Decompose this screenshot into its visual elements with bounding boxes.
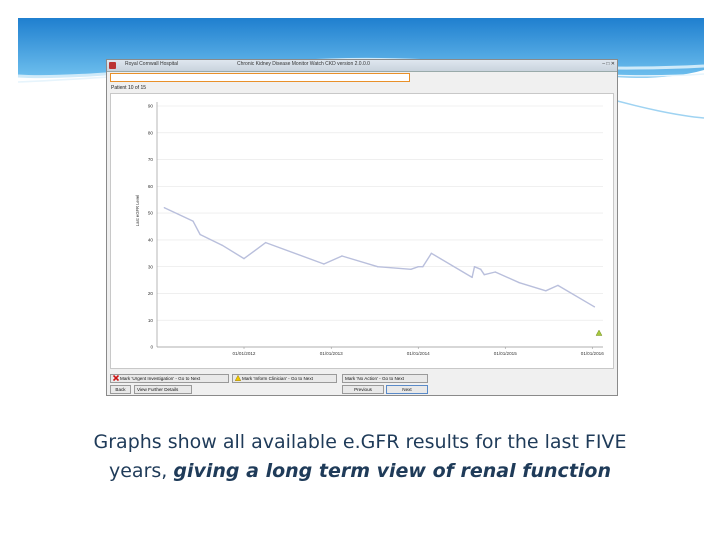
egfr-data-point — [341, 255, 343, 257]
egfr-data-point — [483, 274, 485, 276]
patient-search-input[interactable] — [110, 73, 410, 82]
y-tick-label: 60 — [148, 184, 154, 189]
back-button[interactable]: Back — [110, 385, 131, 394]
mark-inform-label: Mark 'Inform Clinician' - Go to Next — [242, 376, 313, 381]
window-controls[interactable]: – □ ✕ — [602, 61, 615, 67]
x-tick-label: 01/01/2016 — [581, 351, 604, 356]
egfr-data-point — [163, 207, 166, 209]
warning-icon — [595, 329, 603, 336]
egfr-data-point — [221, 244, 223, 246]
action-button-row: Mark 'Urgent Investigation' - Go to Next… — [110, 374, 614, 383]
egfr-data-point — [417, 265, 419, 268]
red-cross-icon — [112, 375, 120, 382]
window-title: Chronic Kidney Disease Monitor Watch CKD… — [237, 61, 370, 67]
egfr-data-point — [471, 276, 473, 279]
warning-icon — [234, 375, 242, 381]
egfr-data-point — [192, 220, 194, 222]
y-axis-label: Last eGFR Level — [135, 195, 140, 226]
mark-inform-button[interactable]: Mark 'Inform Clinician' - Go to Next — [232, 374, 337, 383]
egfr-data-point — [323, 263, 325, 265]
egfr-data-point — [518, 282, 521, 284]
app-icon — [109, 62, 116, 69]
view-details-button[interactable]: View Further Details — [134, 385, 192, 394]
patient-counter: Patient 10 of 15 — [111, 85, 147, 91]
navigation-button-row: Back View Further Details Previous Next — [110, 385, 614, 394]
caption-line-2: years, giving a long term view of renal … — [0, 457, 720, 486]
egfr-chart: 0 10 20 30 40 50 60 70 80 90 01/01/2012 01/01/2013 0… — [110, 93, 614, 369]
egfr-data-point — [422, 265, 424, 268]
hospital-name: Royal Cornwall Hospital — [125, 61, 179, 67]
y-tick-label: 10 — [148, 318, 154, 323]
y-tick-label: 90 — [148, 104, 154, 109]
x-tick-label: 01/01/2015 — [494, 351, 517, 356]
egfr-data-point — [264, 241, 267, 244]
y-tick-label: 80 — [148, 130, 154, 135]
caption-line-2-plain: years, — [109, 460, 174, 482]
egfr-series-line — [164, 207, 595, 308]
egfr-data-point — [480, 268, 482, 271]
mark-no-action-label: Mark 'No Action' - Go to Next — [345, 376, 404, 381]
x-tick-label: 01/01/2013 — [320, 351, 343, 356]
previous-button[interactable]: Previous — [342, 385, 384, 394]
y-tick-label: 70 — [148, 157, 154, 162]
egfr-data-point — [593, 306, 596, 308]
egfr-data-point — [199, 233, 201, 236]
egfr-data-point — [410, 268, 412, 271]
y-tick-label: 20 — [148, 291, 154, 296]
mark-no-action-button[interactable]: Mark 'No Action' - Go to Next — [342, 374, 428, 383]
slide-caption: Graphs show all available e.GFR results … — [0, 428, 720, 486]
egfr-data-point — [430, 252, 433, 254]
x-tick-label: 01/01/2012 — [233, 351, 256, 356]
y-tick-label: 40 — [148, 237, 154, 242]
y-tick-label: 0 — [150, 345, 153, 350]
egfr-data-point — [473, 265, 476, 268]
y-tick-label: 30 — [148, 264, 154, 269]
egfr-data-point — [377, 265, 379, 268]
ckd-monitor-window: Royal Cornwall Hospital Chronic Kidney D… — [106, 59, 618, 396]
mark-urgent-label: Mark 'Urgent Investigation' - Go to Next — [120, 376, 201, 381]
egfr-data-point — [545, 290, 547, 292]
egfr-data-point — [243, 257, 245, 260]
window-titlebar: Royal Cornwall Hospital Chronic Kidney D… — [107, 60, 617, 72]
mark-urgent-button[interactable]: Mark 'Urgent Investigation' - Go to Next — [110, 374, 229, 383]
caption-line-2-emphasis: giving a long term view of renal functio… — [173, 460, 611, 482]
x-tick-label: 01/01/2014 — [407, 351, 430, 356]
y-tick-label: 50 — [148, 211, 154, 216]
egfr-data-point — [494, 271, 496, 273]
egfr-data-point — [557, 284, 559, 287]
caption-line-1: Graphs show all available e.GFR results … — [93, 431, 627, 453]
next-button[interactable]: Next — [386, 385, 428, 394]
